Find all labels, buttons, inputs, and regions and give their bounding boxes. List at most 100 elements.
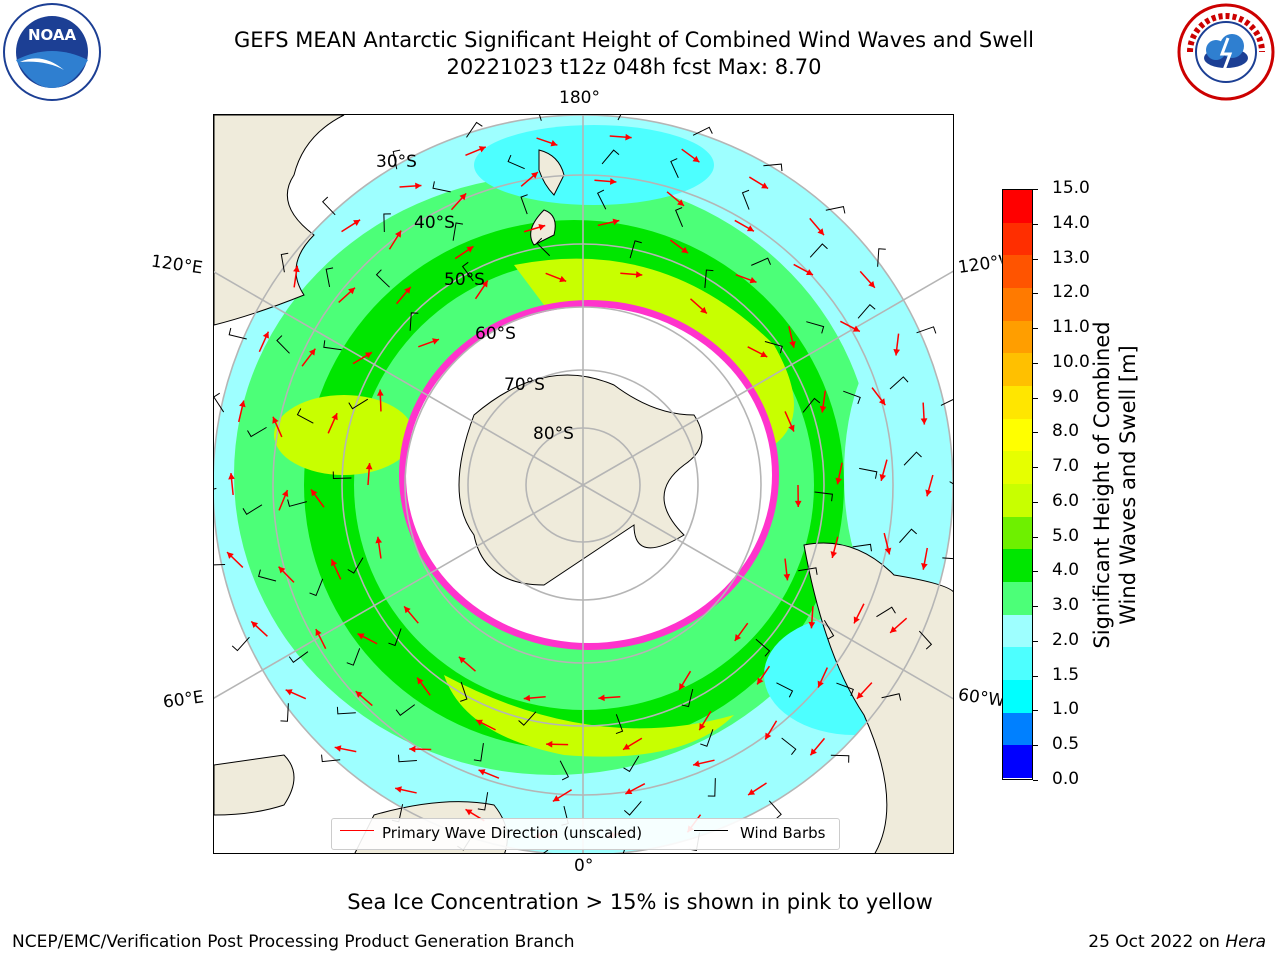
new-zealand-landmass (530, 149, 565, 246)
colorbar-segment (1003, 483, 1032, 517)
meridian-line (214, 484, 584, 699)
wind-barb (916, 326, 937, 334)
colorbar-tick-label: 0.5 (1052, 734, 1080, 755)
wind-barb (629, 240, 642, 259)
wave-direction-arrowhead (262, 331, 269, 339)
wave-direction-arrowhead (817, 228, 824, 236)
colorbar-tick-label: 0.0 (1052, 769, 1080, 789)
colorbar-tick-mark (1033, 362, 1038, 364)
wave-direction-arrowhead (552, 795, 560, 802)
wave-direction-arrowhead (890, 626, 897, 633)
lon-label-0: 0° (574, 856, 594, 876)
wind-barb (287, 499, 307, 507)
wind-barb (798, 567, 818, 575)
wind-barb (623, 800, 642, 816)
wave-direction-arrowhead (481, 280, 488, 288)
colorbar-tick-mark (1033, 293, 1038, 295)
wind-barb (388, 628, 402, 647)
wave-direction-arrowhead (681, 246, 689, 254)
colorbar-label: Significant Height of Combined Wind Wave… (1089, 321, 1141, 648)
colorbar-tick-label: 1.5 (1052, 664, 1080, 685)
wind-barb (395, 704, 416, 717)
wind-barb (830, 754, 850, 763)
wave-direction-arrowhead (348, 287, 355, 295)
wave-direction-arrowhead (623, 743, 631, 750)
colorbar-label-line1: Significant Height of Combined (1090, 321, 1114, 649)
wave-direction-arrowhead (465, 809, 473, 816)
colorbar-segment (1003, 222, 1032, 256)
colorbar-tick-label: 4.0 (1052, 560, 1080, 581)
wave-direction-arrowhead (692, 155, 700, 163)
lat-label-70s: 70°S (504, 375, 545, 395)
wave-direction-arrowhead (856, 691, 864, 699)
wave-direction-legend-label: Primary Wave Direction (unscaled) (382, 824, 643, 842)
wave-direction-arrows (226, 133, 934, 840)
wave-direction-arrowhead (550, 140, 558, 147)
wave-direction-arrowhead (466, 246, 474, 253)
wind-barb (432, 181, 451, 193)
wind-barb (692, 126, 713, 136)
wave-direction-arrowhead (635, 271, 643, 278)
colorbar-tick-mark (1033, 710, 1038, 712)
wind-barb (247, 426, 267, 438)
wind-barb (347, 557, 364, 574)
colorbar-tick-mark (1033, 432, 1038, 434)
wave-direction-arrowhead (761, 182, 769, 189)
wave-direction-arrowhead (531, 172, 538, 179)
wave-direction-arrowhead (819, 405, 827, 413)
wind-barb (332, 471, 352, 479)
colorbar-tick-mark (1033, 640, 1038, 642)
sea-ice-note: Sea Ice Concentration > 15% is shown in … (347, 890, 933, 914)
wave-direction-arrowhead (334, 745, 342, 752)
colorbar-segment (1003, 255, 1032, 288)
wave-direction-arrowhead (794, 500, 802, 507)
south-america-landmass (803, 542, 953, 853)
wave-direction-arrowhead (925, 489, 932, 497)
wave-direction-arrowhead (272, 416, 279, 424)
wind-barb (899, 528, 918, 543)
wind-barb (231, 636, 250, 652)
wave-direction-arrowhead (625, 133, 632, 141)
wave-direction-arrowhead (365, 463, 373, 470)
footer-machine: Hera (1225, 932, 1266, 952)
wave-direction-arrowhead (598, 694, 605, 702)
wave-direction-arrowhead (765, 732, 772, 740)
wind-barb (763, 163, 783, 172)
wind-barb (375, 269, 390, 288)
wind-barb (397, 754, 417, 763)
wave-direction-arrowhead (364, 352, 372, 359)
wind-barb (768, 800, 782, 820)
wind-barb (670, 158, 679, 179)
wind-barb (322, 196, 336, 216)
wind-barb (520, 194, 528, 215)
wave-direction-arrowhead (679, 683, 686, 691)
wind-barb (452, 222, 464, 241)
wind-barb (903, 451, 922, 466)
colorbar-segment (1003, 353, 1032, 386)
colorbar-tick-label: 14.0 (1052, 212, 1090, 233)
wind-barb (276, 335, 290, 354)
wave-direction-arrowhead (459, 193, 467, 201)
noaa-logo: NOAA (2, 2, 102, 106)
wind-barb (228, 327, 247, 340)
wave-direction-arrowhead (884, 547, 892, 555)
lon-label-60e: 60°E (161, 687, 206, 713)
polar-map (214, 115, 953, 853)
wind-barb (477, 792, 489, 811)
wind-barb (881, 693, 902, 701)
wave-direction-arrowhead (227, 552, 234, 559)
wind-barb (392, 149, 401, 170)
wind-barb (859, 467, 878, 479)
wave-direction-arrowhead (293, 265, 300, 273)
wind-barb (461, 261, 474, 282)
map-panel (213, 114, 954, 854)
wind-barb (596, 189, 607, 210)
meridian-line (214, 271, 584, 486)
colorbar-segment (1003, 418, 1032, 452)
colorbar-tick-mark (1033, 223, 1038, 225)
wave-direction-arrowhead (311, 489, 318, 497)
noaa-logo-text: NOAA (28, 26, 77, 44)
wind-barb (700, 729, 714, 747)
wind-barb (823, 620, 835, 640)
wind-barb (802, 397, 821, 413)
